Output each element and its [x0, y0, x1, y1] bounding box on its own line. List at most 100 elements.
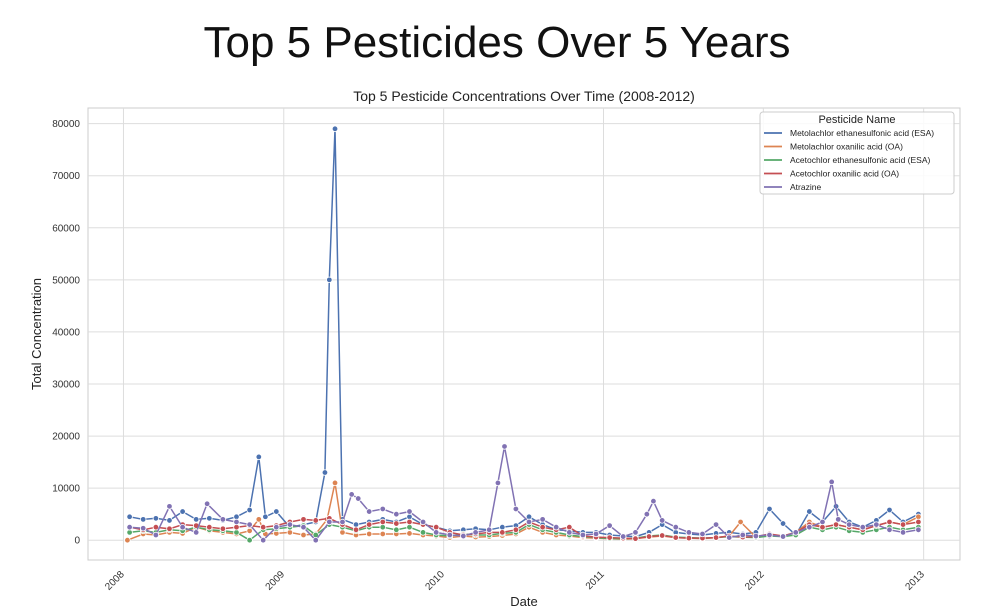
data-point [331, 479, 339, 487]
data-point [620, 533, 627, 540]
data-point [915, 518, 922, 526]
y-tick-label: 80000 [52, 119, 80, 130]
data-point [525, 518, 533, 526]
data-point [899, 521, 907, 528]
data-point [406, 530, 413, 537]
data-point [379, 523, 386, 531]
data-point [632, 529, 639, 536]
data-point [658, 517, 666, 524]
y-tick-label: 30000 [52, 379, 80, 390]
data-point [539, 516, 546, 523]
data-point [259, 537, 267, 544]
data-point [352, 526, 360, 533]
data-point [752, 532, 760, 540]
data-point [566, 529, 573, 536]
data-point [203, 500, 211, 507]
y-tick-label: 20000 [52, 432, 80, 443]
data-point [233, 529, 240, 536]
data-point [406, 518, 413, 526]
legend-label: Metolachlor ethanesulfonic acid (ESA) [790, 128, 934, 138]
data-point [606, 522, 613, 529]
x-axis-label: Date [510, 594, 537, 609]
data-point [672, 534, 679, 541]
data-point [645, 533, 653, 540]
y-tick-label: 10000 [52, 484, 80, 495]
x-tick-label: 2010 [423, 569, 447, 593]
data-point [899, 529, 907, 536]
data-point [126, 529, 133, 536]
data-point [246, 527, 253, 535]
data-point [658, 532, 666, 539]
data-point [552, 523, 560, 531]
data-point [725, 534, 733, 541]
data-point [331, 125, 339, 133]
data-point [539, 523, 546, 531]
data-point [446, 531, 453, 539]
data-point [406, 523, 413, 531]
data-point [139, 516, 147, 523]
data-point [312, 537, 319, 544]
data-point [321, 469, 329, 476]
x-tick-label: 2011 [584, 569, 607, 592]
data-point [246, 506, 253, 514]
data-point [393, 510, 400, 518]
data-point [512, 505, 520, 513]
data-point [300, 523, 307, 531]
data-point [579, 531, 587, 539]
data-point [835, 516, 842, 523]
data-point [246, 537, 253, 544]
data-point [419, 518, 427, 526]
data-point [685, 529, 693, 536]
data-point [179, 523, 186, 531]
data-point [152, 523, 160, 531]
data-point [273, 508, 280, 515]
data-point [886, 526, 893, 533]
data-point [886, 506, 893, 514]
data-point [166, 525, 173, 532]
data-point [365, 530, 373, 538]
data-point [712, 534, 720, 541]
data-point [712, 521, 720, 528]
data-point [166, 503, 173, 510]
data-point [886, 518, 893, 526]
data-point [525, 513, 533, 520]
data-point [915, 513, 922, 520]
data-point [806, 508, 813, 515]
data-point [339, 518, 346, 526]
slide-title: Top 5 Pesticides Over 5 Years [203, 18, 791, 67]
legend-label: Atrazine [790, 182, 821, 192]
data-point [739, 531, 746, 539]
data-point [460, 532, 467, 540]
data-point [512, 526, 520, 533]
data-point [326, 276, 333, 284]
data-point [262, 513, 269, 520]
data-point [312, 517, 319, 524]
data-point [206, 515, 213, 522]
y-tick-label: 60000 [52, 223, 80, 234]
data-point [219, 525, 227, 532]
data-point [206, 523, 213, 531]
chart-title: Top 5 Pesticide Concentrations Over Time… [353, 88, 695, 104]
data-point [806, 523, 813, 531]
series-line [129, 446, 919, 542]
data-point [348, 491, 355, 498]
data-point [379, 518, 386, 526]
data-point [355, 495, 362, 502]
data-point [233, 513, 240, 520]
data-point [255, 516, 263, 523]
data-point [499, 523, 506, 531]
data-point [259, 523, 267, 531]
data-point [672, 523, 679, 531]
y-tick-label: 40000 [52, 327, 80, 338]
data-point [915, 526, 922, 533]
x-tick-label: 2013 [903, 569, 927, 593]
data-point [379, 505, 386, 513]
data-point [737, 518, 744, 526]
data-point [192, 529, 200, 536]
data-point [152, 515, 160, 522]
data-point [766, 531, 773, 539]
data-point [286, 521, 294, 528]
data-point [300, 516, 307, 523]
data-point [494, 479, 502, 487]
data-point [406, 508, 413, 515]
